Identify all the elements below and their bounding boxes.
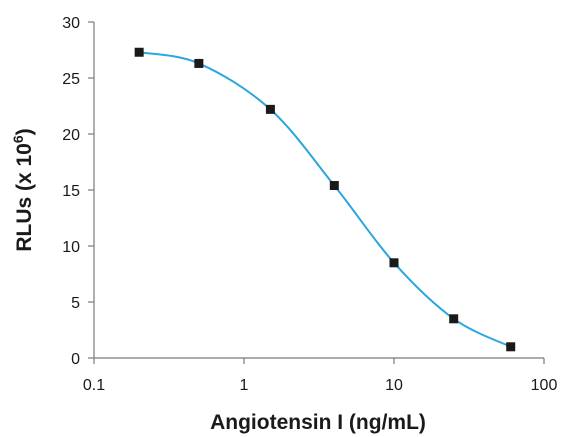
y-tick-label: 20 (62, 127, 80, 144)
plot-area (134, 47, 516, 352)
y-tick-label: 0 (71, 351, 80, 368)
y-tick-label: 30 (62, 15, 80, 32)
y-axis-title-main: RLUs (x 10 (13, 143, 36, 252)
y-ticks: 0 5 10 15 20 25 30 (62, 15, 94, 368)
y-tick-label: 5 (71, 295, 80, 312)
data-point (194, 58, 204, 68)
data-point (389, 258, 399, 268)
data-point (329, 181, 339, 191)
x-ticks: 0.1 1 10 100 (83, 358, 558, 394)
data-point (506, 342, 516, 352)
fit-curve (138, 51, 512, 348)
x-axis-title: Angiotensin I (ng/mL) (210, 411, 426, 434)
x-tick-label: 1 (240, 377, 249, 394)
data-point (134, 47, 144, 57)
y-axis-title-superscript: 6 (10, 135, 26, 143)
y-tick-label: 10 (62, 239, 80, 256)
x-tick-label: 10 (385, 377, 403, 394)
data-point (449, 314, 459, 324)
y-axis-title-close: ) (13, 128, 36, 135)
y-axis-title: RLUs (x 106) (10, 128, 36, 251)
axes (93, 22, 544, 359)
y-tick-label: 15 (62, 183, 80, 200)
x-tick-label: 100 (531, 377, 558, 394)
x-tick-label: 0.1 (83, 377, 105, 394)
data-point (265, 104, 275, 114)
y-tick-label: 25 (62, 71, 80, 88)
